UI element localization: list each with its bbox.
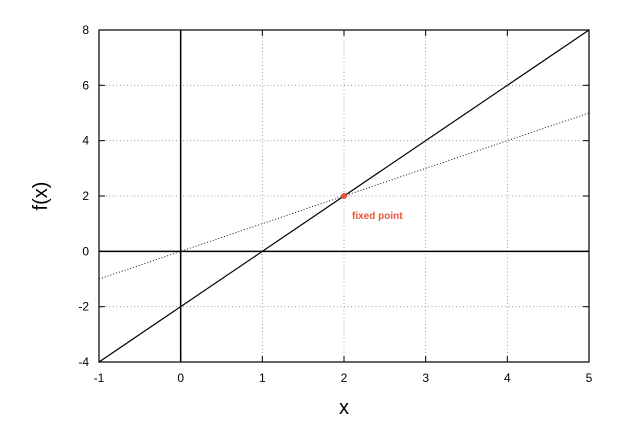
tick-marks: [98, 29, 590, 363]
annotations: fixed point: [341, 193, 403, 222]
y-tick-label: -4: [78, 355, 89, 369]
y-tick-label: 4: [82, 134, 89, 148]
x-tick-label: 0: [177, 371, 184, 385]
x-axis-label: x: [339, 397, 349, 419]
y-axis-label: f(x): [30, 182, 52, 211]
x-tick-label: -1: [94, 371, 105, 385]
fixed-point-label: fixed point: [352, 211, 403, 222]
y-tick-label: 8: [82, 23, 89, 37]
y-tick-labels: -4 -2 0 2 4 6 8: [78, 23, 89, 369]
x-tick-label: 5: [586, 371, 593, 385]
x-tick-label: 3: [422, 371, 429, 385]
x-tick-label: 1: [259, 371, 266, 385]
y-tick-label: -2: [78, 300, 89, 314]
y-tick-label: 0: [82, 244, 89, 258]
y-tick-label: 6: [82, 78, 89, 92]
x-tick-label: 2: [341, 371, 348, 385]
x-tick-labels: -1 0 1 2 3 4 5: [94, 371, 593, 385]
fixed-point-marker: [341, 193, 347, 199]
x-tick-label: 4: [504, 371, 511, 385]
y-tick-label: 2: [82, 189, 89, 203]
